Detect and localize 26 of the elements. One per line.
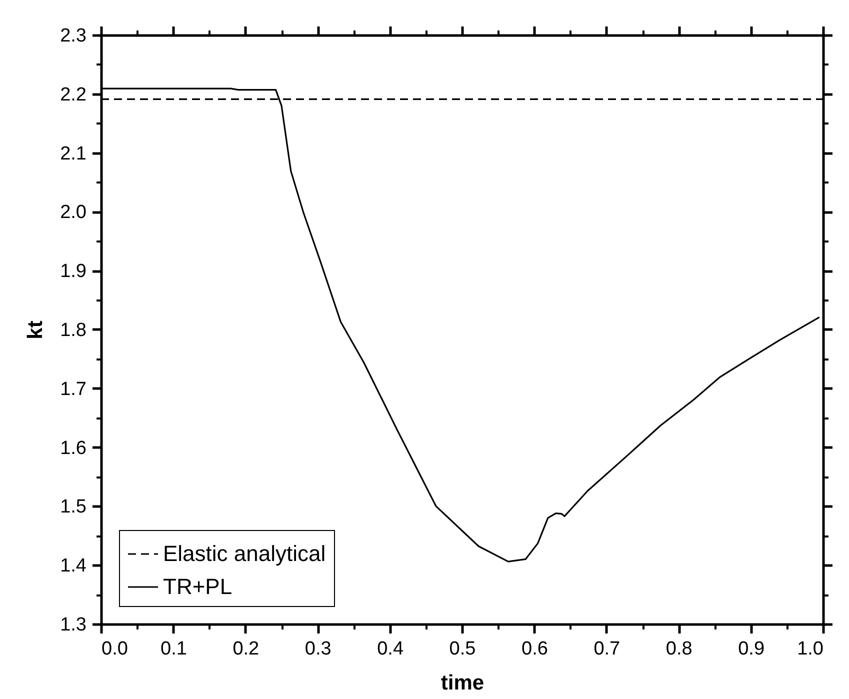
x-tick-label: 0.6 [521,638,548,660]
y-tick-label: 2.2 [60,84,86,106]
y-tick-label: 2.0 [60,202,86,224]
y-tick-label: 1.4 [60,556,87,577]
x-tick-label: 0.3 [304,638,332,660]
x-tick-label: 0.4 [377,638,404,660]
x-tick-label: 0.0 [102,638,128,660]
x-tick-label: 0.1 [160,638,187,660]
y-tick-label: 2.1 [60,143,86,164]
x-tick-label: 0.9 [738,638,765,660]
y-axis-title: kt [24,320,48,340]
y-tick-label: 1.7 [60,378,86,400]
x-axis-title: time [440,672,484,694]
x-tick-label: 0.2 [232,638,260,660]
x-tick-label: 0.5 [449,638,476,660]
y-tick-label: 1.9 [60,261,86,282]
y-tick-label: 2.3 [60,26,86,46]
x-tick-label: 0.7 [594,638,620,660]
y-tick-label: 1.8 [60,320,86,341]
y-tick-label: 1.5 [60,496,86,518]
y-tick-label: 1.6 [60,438,86,459]
y-tick-label: 1.3 [60,614,86,636]
x-tick-label: 1.0 [797,638,824,660]
legend-label: TR+PL [163,574,232,599]
legend-label: Elastic analytical [163,541,326,566]
x-tick-label: 0.8 [666,638,692,660]
